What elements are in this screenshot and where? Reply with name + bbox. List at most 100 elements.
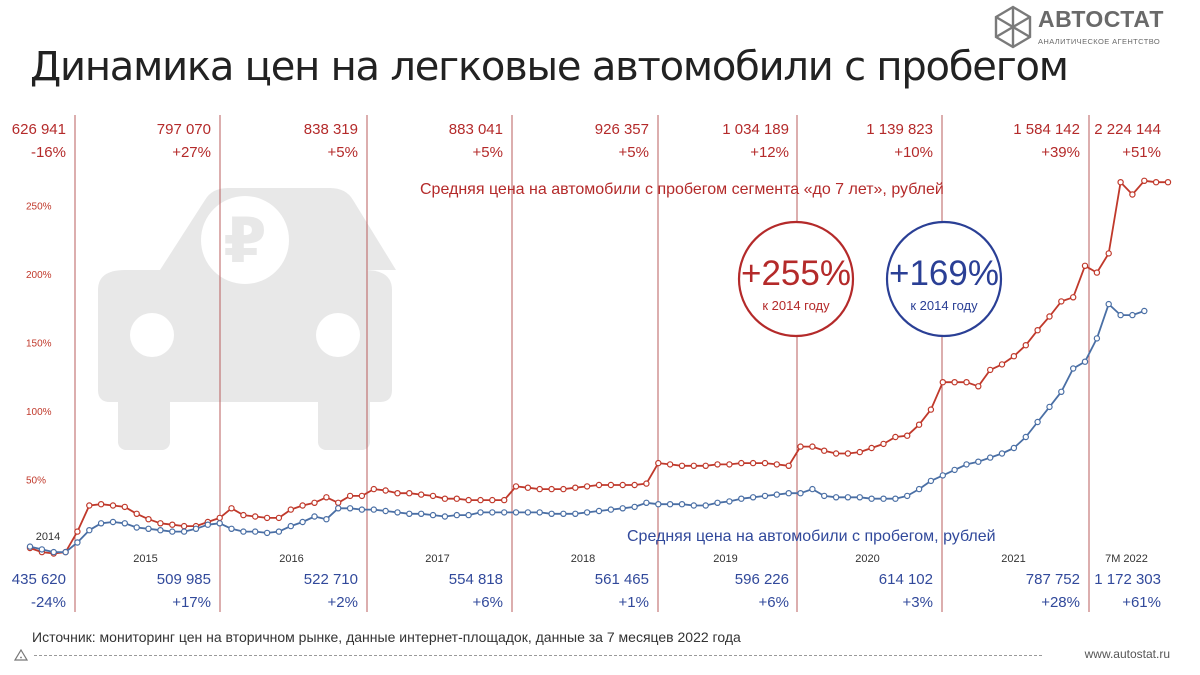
- data-point: [666, 461, 674, 468]
- data-point: [180, 522, 188, 530]
- autostat-logo[interactable]: АВТОСТАТ АНАЛИТИЧЕСКОЕ АГЕНТСТВО: [990, 4, 1170, 56]
- data-point: [560, 510, 567, 517]
- top-change-label: +5%: [473, 144, 503, 161]
- data-point: [821, 447, 828, 454]
- data-point: [109, 502, 117, 509]
- top-change-label: +5%: [619, 144, 649, 161]
- top-price-label: 1 139 823: [866, 121, 933, 138]
- badge-255: +255% к 2014 году: [737, 220, 855, 338]
- data-point: [501, 496, 508, 504]
- data-point: [311, 499, 318, 506]
- data-point: [86, 527, 93, 534]
- data-point: [216, 514, 223, 522]
- bottom-change-label: +6%: [473, 594, 503, 611]
- year-dividers: [74, 115, 1090, 612]
- data-point: [121, 503, 129, 511]
- data-point: [228, 525, 235, 533]
- data-point: [453, 495, 460, 502]
- data-point: [583, 483, 591, 490]
- data-point: [1010, 444, 1018, 452]
- bottom-change-label: +3%: [903, 594, 933, 611]
- year-label: 2020: [855, 553, 879, 565]
- y-tick-label: 150%: [26, 339, 52, 350]
- top-price-label: 1 034 189: [722, 121, 789, 138]
- data-point: [1129, 191, 1136, 198]
- data-point: [1022, 342, 1030, 349]
- data-point: [572, 484, 579, 491]
- data-point: [74, 528, 81, 535]
- data-point: [109, 518, 117, 526]
- data-point: [370, 506, 377, 513]
- data-point: [714, 499, 721, 506]
- logo-subtitle: АНАЛИТИЧЕСКОЕ АГЕНТСТВО: [1038, 37, 1161, 46]
- data-point: [963, 461, 970, 468]
- bottom-price-label: 787 752: [1026, 571, 1080, 588]
- data-point: [880, 495, 887, 502]
- data-point: [192, 525, 200, 533]
- data-point: [524, 509, 532, 516]
- year-label: 7М 2022: [1105, 553, 1148, 565]
- data-point: [607, 506, 615, 513]
- bottom-change-label: +17%: [172, 594, 211, 611]
- data-point: [536, 485, 543, 493]
- top-change-label: +27%: [172, 144, 211, 161]
- data-point: [501, 509, 508, 516]
- data-point: [524, 484, 532, 491]
- source-note: Источник: мониторинг цен на вторичном ры…: [32, 629, 741, 645]
- data-point: [429, 492, 437, 500]
- data-point: [809, 443, 816, 450]
- data-point: [749, 459, 757, 467]
- data-point: [655, 501, 662, 508]
- badge-255-value: +255%: [741, 254, 851, 293]
- data-point: [536, 509, 543, 516]
- data-point: [927, 406, 935, 413]
- year-labels: 2014 2015 2016 2017 2018 2019 2020 2021 7М 2022: [36, 531, 1148, 565]
- footer-divider: [34, 655, 1042, 656]
- badge-169: +169% к 2014 году: [885, 220, 1003, 338]
- data-point: [382, 507, 389, 515]
- data-point: [311, 513, 318, 520]
- data-point: [726, 498, 733, 505]
- data-point: [429, 511, 437, 519]
- data-point: [939, 379, 947, 386]
- bottom-price-label: 435 620: [12, 571, 66, 588]
- bottom-change-label: +1%: [619, 594, 649, 611]
- series-used-cars-all: [26, 300, 1148, 556]
- data-point: [963, 379, 970, 386]
- data-point: [74, 539, 81, 546]
- data-point: [263, 514, 271, 522]
- data-point: [868, 444, 875, 452]
- data-point: [441, 495, 449, 502]
- data-point: [157, 520, 164, 527]
- data-point: [678, 501, 686, 508]
- data-point: [666, 501, 674, 508]
- data-point: [358, 492, 366, 500]
- data-point: [915, 485, 923, 493]
- bottom-price-labels: 435 620 -24% 509 985 +17% 522 710 +2% 554 818 +…: [12, 571, 1161, 611]
- data-point: [38, 546, 46, 553]
- data-point: [287, 506, 294, 513]
- data-point: [133, 510, 140, 517]
- data-point: [773, 461, 781, 468]
- data-point: [1117, 311, 1124, 319]
- data-point: [821, 492, 828, 500]
- data-point: [690, 502, 698, 509]
- site-link[interactable]: www.autostat.ru: [1084, 647, 1170, 661]
- data-point: [702, 502, 709, 509]
- data-point: [1069, 294, 1077, 301]
- data-point: [370, 485, 377, 493]
- y-tick-label: 200%: [26, 270, 52, 281]
- data-point: [335, 505, 342, 512]
- top-change-label: +12%: [750, 144, 789, 161]
- data-point: [548, 510, 555, 517]
- data-point: [832, 494, 840, 501]
- bottom-price-label: 554 818: [449, 571, 503, 588]
- data-point: [595, 507, 603, 515]
- year-label: 2014: [36, 531, 60, 543]
- data-point: [346, 505, 354, 512]
- data-point: [761, 459, 769, 467]
- data-point: [121, 520, 129, 527]
- top-price-labels: 626 941 -16% 797 070 +27% 838 319 +5% 883 041 +…: [12, 121, 1161, 161]
- data-point: [1141, 307, 1148, 315]
